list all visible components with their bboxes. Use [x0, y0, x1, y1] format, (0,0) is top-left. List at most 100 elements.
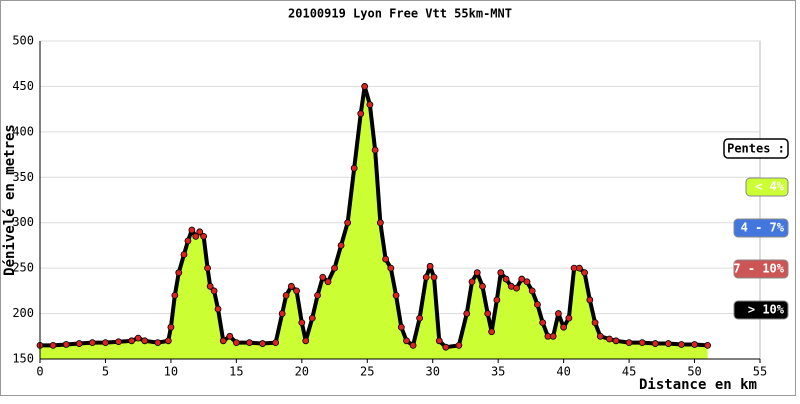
legend-label: < 4%	[755, 180, 785, 194]
elevation-point	[565, 314, 573, 322]
plot-area	[39, 40, 761, 360]
elevation-point	[426, 262, 434, 270]
x-axis-label: Distance en km	[639, 377, 757, 393]
elevation-point	[422, 273, 430, 281]
elevation-point	[488, 328, 496, 336]
elevation-point	[204, 264, 211, 272]
elevation-point	[513, 284, 520, 292]
x-tick-label: 10	[164, 365, 178, 379]
elevation-point	[302, 337, 310, 345]
legend-swatch	[733, 218, 789, 238]
elevation-point	[442, 343, 450, 351]
x-tick-label: 0	[36, 365, 43, 379]
elevation-point	[575, 264, 583, 272]
elevation-point	[344, 219, 352, 227]
y-tick-label: 350	[12, 170, 34, 184]
elevation-point	[473, 269, 481, 277]
elevation-point	[357, 110, 365, 118]
elevation-point	[298, 319, 306, 327]
elevation-point	[331, 264, 338, 272]
elevation-point	[171, 291, 179, 299]
x-tick-label: 45	[622, 365, 636, 379]
elevation-point	[246, 339, 253, 347]
elevation-area	[40, 86, 708, 359]
legend-swatch	[733, 300, 789, 320]
legend-label: 7 - 10%	[733, 262, 784, 276]
x-tick-label: 55	[753, 365, 767, 379]
elevation-point	[539, 319, 547, 327]
legend-label: > 10%	[748, 303, 785, 317]
elevation-point	[435, 337, 443, 345]
elevation-point	[134, 334, 142, 342]
elevation-point	[387, 264, 395, 272]
elevation-point	[128, 337, 136, 345]
elevation-point	[232, 339, 240, 347]
elevation-point	[397, 323, 405, 331]
elevation-point	[75, 340, 83, 347]
elevation-point	[704, 341, 712, 349]
elevation-point	[115, 338, 122, 346]
elevation-point	[651, 340, 659, 347]
elevation-point	[416, 314, 424, 322]
elevation-point	[184, 237, 192, 245]
x-tick-label: 30	[426, 365, 440, 379]
elevation-point	[612, 337, 620, 345]
legend-title: Pentes :	[727, 142, 785, 156]
elevation-point	[287, 282, 295, 290]
elevation-point	[371, 146, 379, 154]
elevation-point	[167, 323, 175, 331]
elevation-point	[497, 269, 505, 277]
x-tick-label: 35	[491, 365, 505, 379]
y-tick-label: 500	[12, 34, 34, 48]
elevation-point	[392, 291, 400, 299]
elevation-point	[196, 228, 204, 236]
elevation-point	[175, 269, 183, 277]
elevation-point	[479, 282, 486, 290]
elevation-point	[463, 310, 471, 317]
elevation-point	[361, 83, 369, 90]
legend-swatch	[733, 259, 789, 279]
elevation-point	[282, 291, 290, 299]
elevation-point	[382, 255, 390, 263]
elevation-point	[219, 337, 227, 345]
elevation-point	[164, 337, 172, 345]
x-tick-label: 20	[295, 365, 309, 379]
chart-title: 20100919 Lyon Free Vtt 55km-MNT	[288, 7, 512, 21]
legend-title-box	[723, 138, 789, 159]
elevation-point	[214, 305, 222, 313]
x-tick-label: 15	[229, 365, 243, 379]
legend-label: 4 - 7%	[741, 221, 785, 235]
elevation-point	[141, 337, 149, 345]
elevation-point	[502, 275, 510, 283]
elevation-point	[350, 164, 358, 172]
elevation-point	[376, 219, 384, 227]
elevation-point	[606, 335, 613, 343]
elevation-point	[259, 340, 266, 347]
elevation-point	[549, 332, 557, 340]
elevation-point	[154, 339, 162, 347]
elevation-point	[324, 278, 332, 286]
elevation-point	[278, 310, 286, 317]
elevation-point	[691, 341, 698, 348]
elevation-point	[560, 323, 568, 331]
legend-swatch	[745, 177, 789, 197]
elevation-point	[518, 275, 526, 283]
y-tick-label: 400	[12, 124, 34, 138]
elevation-point	[409, 341, 417, 349]
elevation-point	[314, 291, 321, 299]
elevation-point	[591, 319, 599, 327]
elevation-point	[664, 340, 672, 347]
elevation-point	[586, 296, 594, 304]
elevation-point	[430, 273, 438, 281]
y-tick-label: 250	[12, 261, 34, 275]
elevation-point	[523, 278, 531, 286]
elevation-point	[102, 339, 109, 347]
y-tick-label: 450	[12, 79, 34, 93]
elevation-point	[403, 337, 410, 345]
elevation-point	[88, 339, 96, 347]
elevation-point	[484, 310, 492, 317]
elevation-point	[226, 332, 234, 340]
elevation-point	[596, 332, 604, 340]
x-tick-label: 5	[102, 365, 109, 379]
